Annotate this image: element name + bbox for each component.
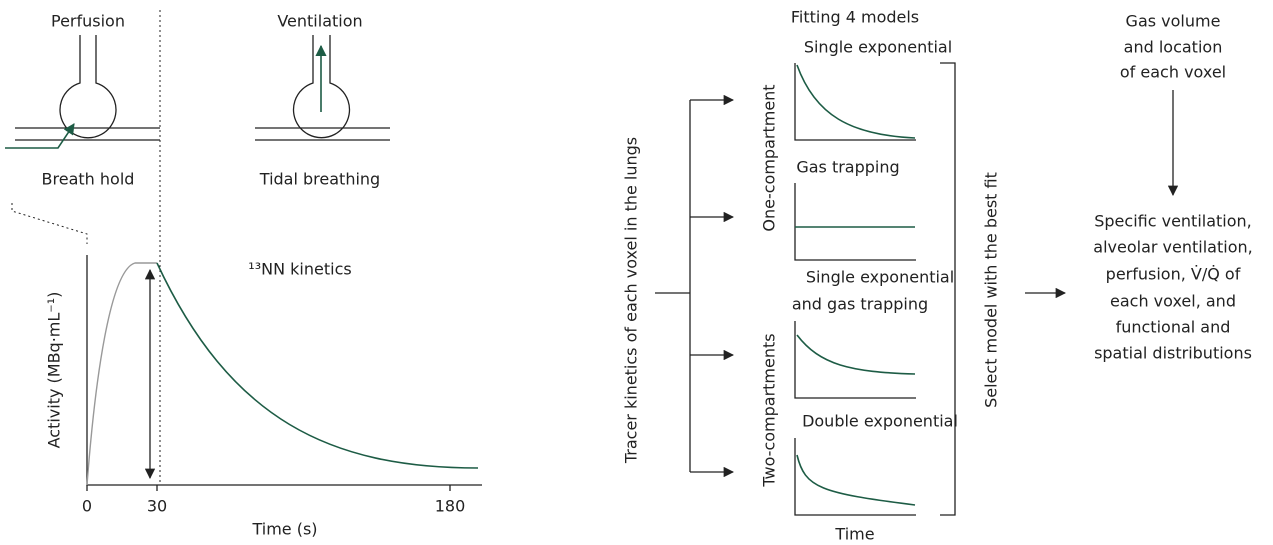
model-title: Single exponential — [804, 38, 952, 57]
model-title: Gas trapping — [796, 158, 899, 177]
perfusion-title: Perfusion — [51, 12, 125, 31]
output-line: alveolar ventilation, — [1093, 238, 1252, 257]
x-tick-label: 30 — [147, 497, 167, 516]
perfusion-caption: Breath hold — [42, 170, 135, 189]
perfusion-icon — [5, 35, 160, 148]
x-tick-label: 0 — [82, 497, 92, 516]
input-line: Gas volume — [1126, 12, 1221, 31]
annotation: ¹³NN kinetics — [248, 260, 351, 279]
output-line: perfusion, V̇/Q̇ of — [1106, 265, 1241, 284]
branch-arrows — [655, 100, 733, 472]
ventilation-title: Ventilation — [277, 12, 362, 31]
output-line: functional and — [1116, 318, 1231, 337]
y-axis-label: Activity (MBq·mL⁻¹) — [45, 292, 64, 449]
input-label: Tracer kinetics of each voxel in the lun… — [622, 137, 641, 464]
input-line: and location — [1124, 38, 1223, 57]
kinetics-plot — [87, 255, 482, 491]
page: Ventilation model fitting {"left_panel":… — [0, 0, 1273, 545]
ventilation-caption: Tidal breathing — [259, 170, 380, 189]
ventilation-icon — [255, 35, 390, 140]
diagram: Perfusion Ventilation Breath hold Tidal … — [0, 0, 1273, 545]
model-title: Single exponential — [806, 268, 954, 287]
header: Fitting 4 models — [791, 8, 919, 27]
zoom-connector — [12, 203, 87, 244]
x-tick-label: 180 — [435, 497, 466, 516]
group-label: One-compartment — [760, 84, 779, 231]
body: Perfusion Ventilation Breath hold Tidal … — [0, 0, 1273, 545]
model-title: and gas trapping — [792, 295, 928, 314]
model-title: Double exponential — [802, 412, 958, 431]
x-axis-label: Time (s) — [251, 520, 317, 539]
group-label: Two-compartments — [760, 333, 779, 487]
time-label: Time — [834, 525, 874, 544]
selection-label: Select model with the best fit — [982, 172, 1001, 408]
output-line: spatial distributions — [1094, 344, 1252, 363]
output-line: each voxel, and — [1110, 292, 1236, 311]
input-line: of each voxel — [1120, 63, 1226, 82]
output-line: Specific ventilation, — [1094, 212, 1252, 231]
model-plots — [795, 63, 955, 515]
